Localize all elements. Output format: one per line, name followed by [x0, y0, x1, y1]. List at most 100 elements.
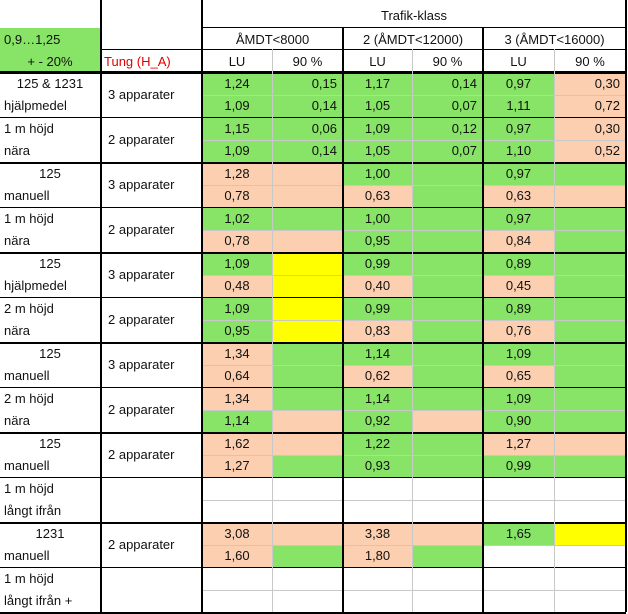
row-label: 125 & 1231: [16, 75, 84, 91]
lu-value-cell: 0,78: [202, 229, 272, 252]
p90-value-cell: [412, 297, 483, 320]
lu-value-cell: [202, 499, 272, 522]
p90-value-cell: [554, 522, 626, 545]
p90-value-cell: [554, 229, 626, 252]
p90-value-cell: [554, 409, 626, 432]
row-label: 1 m höjd: [4, 570, 54, 586]
lu-value-cell: 1,34: [202, 387, 272, 410]
p90-value-cell: [272, 252, 343, 275]
class-header-3: 3 (ÅMDT<16000): [504, 31, 605, 47]
lu-value-cell: 1,00: [343, 162, 412, 185]
p90-value-cell: [412, 364, 483, 387]
p90-value-cell: [412, 252, 483, 275]
apparatus-count: 3 apparater: [108, 177, 175, 192]
lu-value-cell: 0,89: [483, 252, 554, 275]
lu-value-cell: 1,27: [483, 432, 554, 455]
row-label: nära: [4, 413, 31, 429]
row-label: 1231: [35, 525, 65, 541]
lu-value-cell: 0,40: [343, 274, 412, 297]
lu-value-cell: 1,65: [483, 522, 554, 545]
lu-value-cell: 1,05: [343, 94, 412, 117]
row-label: 125: [39, 435, 61, 451]
p90-value-cell: [412, 477, 483, 500]
lu-value-cell: 3,08: [202, 522, 272, 545]
p90-value-cell: 0,07: [412, 94, 483, 117]
apparatus-count: 2 apparater: [108, 222, 175, 237]
grid-line: [0, 297, 626, 298]
apparatus-count: [100, 567, 202, 612]
p90-value-cell: [554, 477, 626, 500]
p90-value-cell: [554, 342, 626, 365]
p90-value-cell: 0,30: [554, 72, 626, 95]
grid-line: [0, 342, 626, 344]
lu-value-cell: 1,14: [343, 387, 412, 410]
grid-line: [342, 27, 344, 612]
p90-value-cell: [554, 207, 626, 230]
lu-value-cell: 1,60: [202, 544, 272, 567]
lu-value-cell: 1,09: [202, 297, 272, 320]
grid-line: [201, 0, 203, 612]
p90-value-cell: [412, 454, 483, 477]
p90-value-cell: [272, 319, 343, 342]
lu-value-cell: 0,63: [483, 184, 554, 207]
row-label: nära: [4, 233, 31, 249]
row-label: nära: [4, 323, 31, 339]
sub-header-90: 90 %: [292, 53, 323, 69]
grid-line: [0, 71, 626, 73]
lu-value-cell: [483, 544, 554, 567]
lu-value-cell: 0,99: [343, 252, 412, 275]
p90-value-cell: 0,14: [412, 72, 483, 95]
p90-value-cell: [412, 522, 483, 545]
grid-line: [412, 49, 413, 612]
p90-value-cell: [554, 252, 626, 275]
p90-value-cell: [412, 319, 483, 342]
p90-value-cell: [412, 387, 483, 410]
grid-line: [202, 184, 626, 186]
grid-line: [202, 229, 626, 231]
p90-value-cell: [412, 589, 483, 612]
p90-value-cell: [554, 499, 626, 522]
p90-value-cell: [272, 499, 343, 522]
lu-value-cell: 1,09: [202, 139, 272, 162]
lu-value-cell: 0,45: [483, 274, 554, 297]
lu-value-cell: 1,09: [202, 252, 272, 275]
traffic-class-title: Trafik-klass: [381, 7, 447, 23]
p90-value-cell: 0,07: [412, 139, 483, 162]
grid-line: [202, 499, 626, 501]
grid-line: [0, 162, 626, 164]
lu-value-cell: 0,89: [483, 297, 554, 320]
grid-line: [202, 454, 626, 456]
lu-value-cell: 1,02: [202, 207, 272, 230]
lu-value-cell: 0,95: [343, 229, 412, 252]
p90-value-cell: [272, 342, 343, 365]
p90-value-cell: 0,14: [272, 94, 343, 117]
lu-value-cell: 1,14: [202, 409, 272, 432]
tolerance-range-label: 0,9…1,25: [0, 28, 100, 50]
p90-value-cell: [272, 207, 343, 230]
lu-value-cell: 0,99: [483, 454, 554, 477]
grid-line: [0, 117, 626, 118]
p90-value-cell: [272, 184, 343, 207]
lu-value-cell: 1,80: [343, 544, 412, 567]
grid-line: [482, 27, 484, 612]
lu-value-cell: [202, 567, 272, 590]
grid-line: [0, 252, 626, 254]
p90-value-cell: [554, 184, 626, 207]
sub-header-lu: LU: [510, 53, 527, 69]
row-label: 1 m höjd: [4, 210, 54, 226]
grid-line: [202, 319, 626, 321]
vehicle-type-label: Tung (H_A): [104, 53, 171, 69]
row-label: nära: [4, 143, 31, 159]
apparatus-count: 3 apparater: [108, 87, 175, 102]
lu-value-cell: 0,97: [483, 72, 554, 95]
grid-line: [625, 0, 627, 612]
row-label: 1 m höjd: [4, 480, 54, 496]
grid-line: [202, 274, 626, 276]
p90-value-cell: [554, 567, 626, 590]
p90-value-cell: [412, 409, 483, 432]
row-label: 2 m höjd: [4, 390, 54, 406]
p90-value-cell: [554, 364, 626, 387]
grid-line: [272, 49, 273, 612]
lu-value-cell: [202, 589, 272, 612]
lu-value-cell: 1,09: [483, 387, 554, 410]
